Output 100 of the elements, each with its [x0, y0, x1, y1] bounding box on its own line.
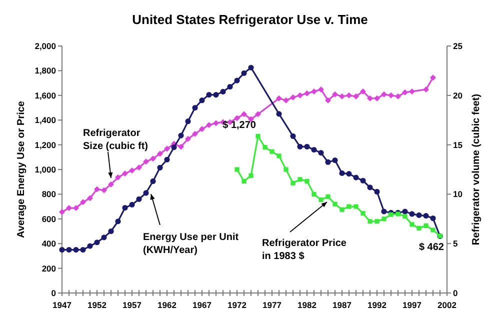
- point: [409, 211, 415, 217]
- y2-axis-title: Refrigerator volume (cubic feet): [471, 94, 482, 246]
- point: [143, 158, 149, 165]
- y-tick-label: 600: [42, 214, 56, 224]
- point: [402, 208, 408, 214]
- point: [311, 88, 317, 94]
- point: [94, 186, 100, 192]
- point: [298, 177, 302, 182]
- point: [94, 240, 100, 246]
- point: [129, 202, 135, 208]
- x-tick-label: 1967: [192, 300, 212, 310]
- annotation: $ 462: [418, 242, 444, 253]
- y-axis-title: Average Energy Use or Price: [16, 100, 27, 238]
- point: [59, 246, 65, 253]
- annotation: $ 1,270: [222, 120, 256, 132]
- point: [80, 199, 86, 206]
- point: [66, 205, 72, 212]
- point: [108, 181, 114, 188]
- x-tick-label: 1972: [228, 300, 247, 310]
- point: [346, 171, 352, 177]
- point: [234, 115, 240, 122]
- point: [80, 246, 86, 253]
- point: [87, 243, 93, 249]
- point: [136, 196, 142, 202]
- point: [115, 218, 121, 224]
- point: [73, 246, 79, 253]
- point: [381, 91, 387, 98]
- point: [199, 126, 205, 132]
- point: [164, 146, 170, 152]
- point: [325, 159, 331, 165]
- point: [255, 111, 261, 118]
- point: [276, 111, 282, 117]
- point: [388, 212, 394, 217]
- x-tick-label: 1982: [298, 300, 317, 310]
- point: [318, 86, 324, 92]
- point: [262, 144, 268, 150]
- point: [192, 104, 198, 111]
- point: [87, 195, 93, 202]
- point: [164, 156, 170, 162]
- point: [367, 184, 373, 190]
- point: [171, 144, 177, 150]
- x-tick-label: 1962: [158, 300, 177, 310]
- y-tick-label: 1,000: [34, 164, 56, 174]
- point: [395, 93, 401, 100]
- point: [381, 208, 387, 214]
- point: [206, 92, 212, 98]
- point: [248, 173, 254, 178]
- chart-title: United States Refrigerator Use v. Time: [132, 12, 368, 27]
- x-tick-label: 1957: [122, 300, 142, 310]
- point: [339, 93, 345, 100]
- point: [368, 219, 372, 224]
- point: [382, 216, 386, 222]
- point: [346, 204, 352, 209]
- point: [143, 190, 149, 196]
- point: [332, 202, 338, 206]
- point: [304, 144, 310, 150]
- point: [290, 94, 296, 100]
- point: [402, 214, 408, 219]
- point: [242, 178, 246, 184]
- point: [178, 132, 184, 138]
- point: [326, 194, 330, 199]
- y2-tick-label: 20: [453, 90, 463, 100]
- point: [150, 156, 156, 162]
- point: [248, 64, 254, 70]
- point: [150, 178, 156, 184]
- y-tick-label: 200: [42, 263, 56, 274]
- point: [360, 88, 366, 94]
- y2-tick-label: 5: [453, 238, 458, 249]
- point: [318, 197, 324, 202]
- point: [234, 167, 240, 172]
- y-tick-label: 1,600: [34, 90, 56, 100]
- point: [360, 178, 366, 184]
- y-tick-label: 1,800: [34, 66, 56, 76]
- point: [136, 164, 142, 171]
- point: [360, 211, 366, 216]
- point: [416, 226, 422, 230]
- x-tick-label: 1997: [402, 300, 422, 310]
- point: [353, 93, 359, 100]
- point: [185, 118, 191, 124]
- point: [318, 150, 324, 156]
- point: [213, 120, 219, 126]
- point: [304, 90, 310, 96]
- point: [185, 136, 191, 142]
- point: [374, 219, 380, 224]
- y2-tick-label: 25: [453, 41, 463, 51]
- point: [122, 204, 128, 211]
- point: [276, 95, 282, 102]
- point: [199, 98, 205, 104]
- point: [108, 228, 114, 234]
- point: [367, 95, 373, 102]
- point: [66, 246, 72, 253]
- x-tick-label: 1952: [88, 300, 107, 310]
- point: [101, 187, 107, 194]
- y-tick-label: 800: [42, 189, 56, 200]
- point: [430, 74, 436, 81]
- x-tick-label: 1987: [332, 300, 352, 310]
- point: [423, 86, 429, 92]
- x-tick-label: 1977: [262, 300, 282, 310]
- point: [423, 213, 429, 219]
- point: [339, 170, 345, 176]
